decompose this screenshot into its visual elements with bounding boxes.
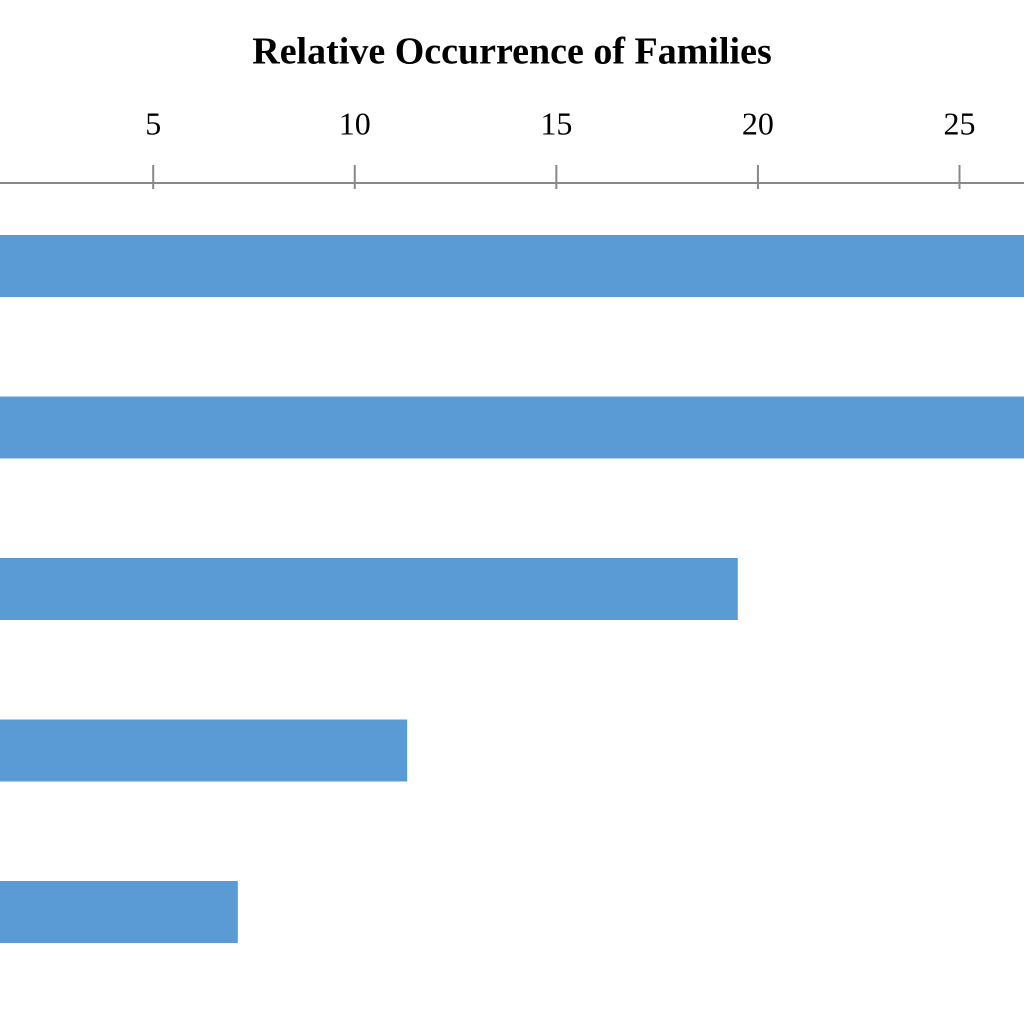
bar: [0, 558, 738, 620]
chart-title: Relative Occurrence of Families: [252, 31, 772, 73]
bar: [0, 719, 408, 782]
x-tick-label: 25: [943, 105, 975, 141]
x-tick-label: 10: [339, 105, 371, 141]
x-tick-label: 20: [742, 105, 774, 141]
bar: [0, 396, 1024, 459]
bar: [0, 235, 1024, 297]
x-tick-label: 15: [540, 105, 572, 141]
bar: [0, 881, 238, 943]
x-tick-label: 5: [145, 105, 161, 141]
